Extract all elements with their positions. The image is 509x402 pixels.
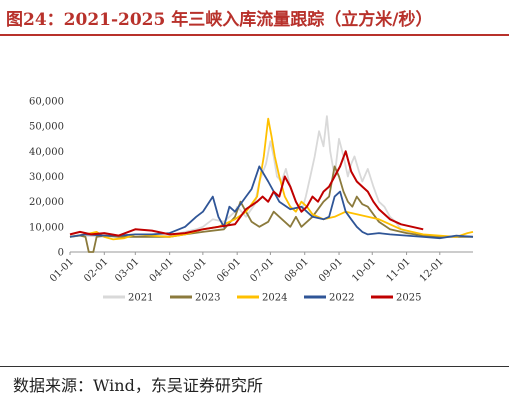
x-tick-label: 01-01 bbox=[48, 256, 76, 284]
x-tick-label: 11-01 bbox=[385, 256, 413, 284]
y-tick-label: 10,000 bbox=[29, 222, 64, 233]
legend-label: 2021 bbox=[128, 293, 153, 304]
y-tick-label: 60,000 bbox=[29, 97, 64, 108]
y-tick-label: 30,000 bbox=[29, 172, 64, 183]
source-divider bbox=[0, 366, 509, 367]
y-axis: 0 10,000 20,000 30,000 40,000 50,000 60,000 bbox=[29, 97, 64, 259]
y-tick-label: 0 bbox=[58, 248, 64, 259]
title-divider bbox=[0, 34, 509, 36]
legend-label: 2023 bbox=[195, 293, 220, 304]
series-line-2025 bbox=[69, 150, 424, 237]
y-tick-label: 50,000 bbox=[29, 122, 64, 133]
x-tick-label: 03-01 bbox=[113, 256, 141, 284]
x-tick-label: 10-01 bbox=[350, 256, 378, 284]
x-tick-label: 02-01 bbox=[82, 256, 110, 284]
x-tick-label: 04-01 bbox=[148, 256, 176, 284]
legend-label: 2024 bbox=[262, 293, 287, 304]
series-line-2021 bbox=[70, 115, 474, 238]
x-tick-label: 06-01 bbox=[215, 256, 243, 284]
y-tick-label: 40,000 bbox=[29, 147, 64, 158]
series-lines bbox=[69, 115, 474, 253]
series-line-2022 bbox=[69, 165, 474, 240]
x-tick-label: 09-01 bbox=[317, 256, 345, 284]
source-note: 数据来源：Wind，东吴证券研究所 bbox=[13, 376, 263, 395]
series-line-2024 bbox=[69, 117, 474, 241]
series-line-2023 bbox=[69, 165, 473, 253]
x-tick-label: 08-01 bbox=[283, 256, 311, 284]
figure-title: 图24：2021-2025 年三峡入库流量跟踪（立方米/秒） bbox=[6, 10, 433, 30]
x-tick-label: 05-01 bbox=[181, 256, 209, 284]
x-tick-label: 07-01 bbox=[248, 256, 276, 284]
y-tick-label: 20,000 bbox=[29, 197, 64, 208]
chart-legend: 2021 2023 2024 2022 2025 bbox=[103, 293, 421, 304]
legend-label: 2025 bbox=[396, 293, 421, 304]
x-tick-label: 12-01 bbox=[418, 256, 446, 284]
x-axis: 01-01 02-01 03-01 04-01 05-01 06-01 07-01 08-01… bbox=[48, 251, 473, 285]
legend-label: 2022 bbox=[329, 293, 354, 304]
